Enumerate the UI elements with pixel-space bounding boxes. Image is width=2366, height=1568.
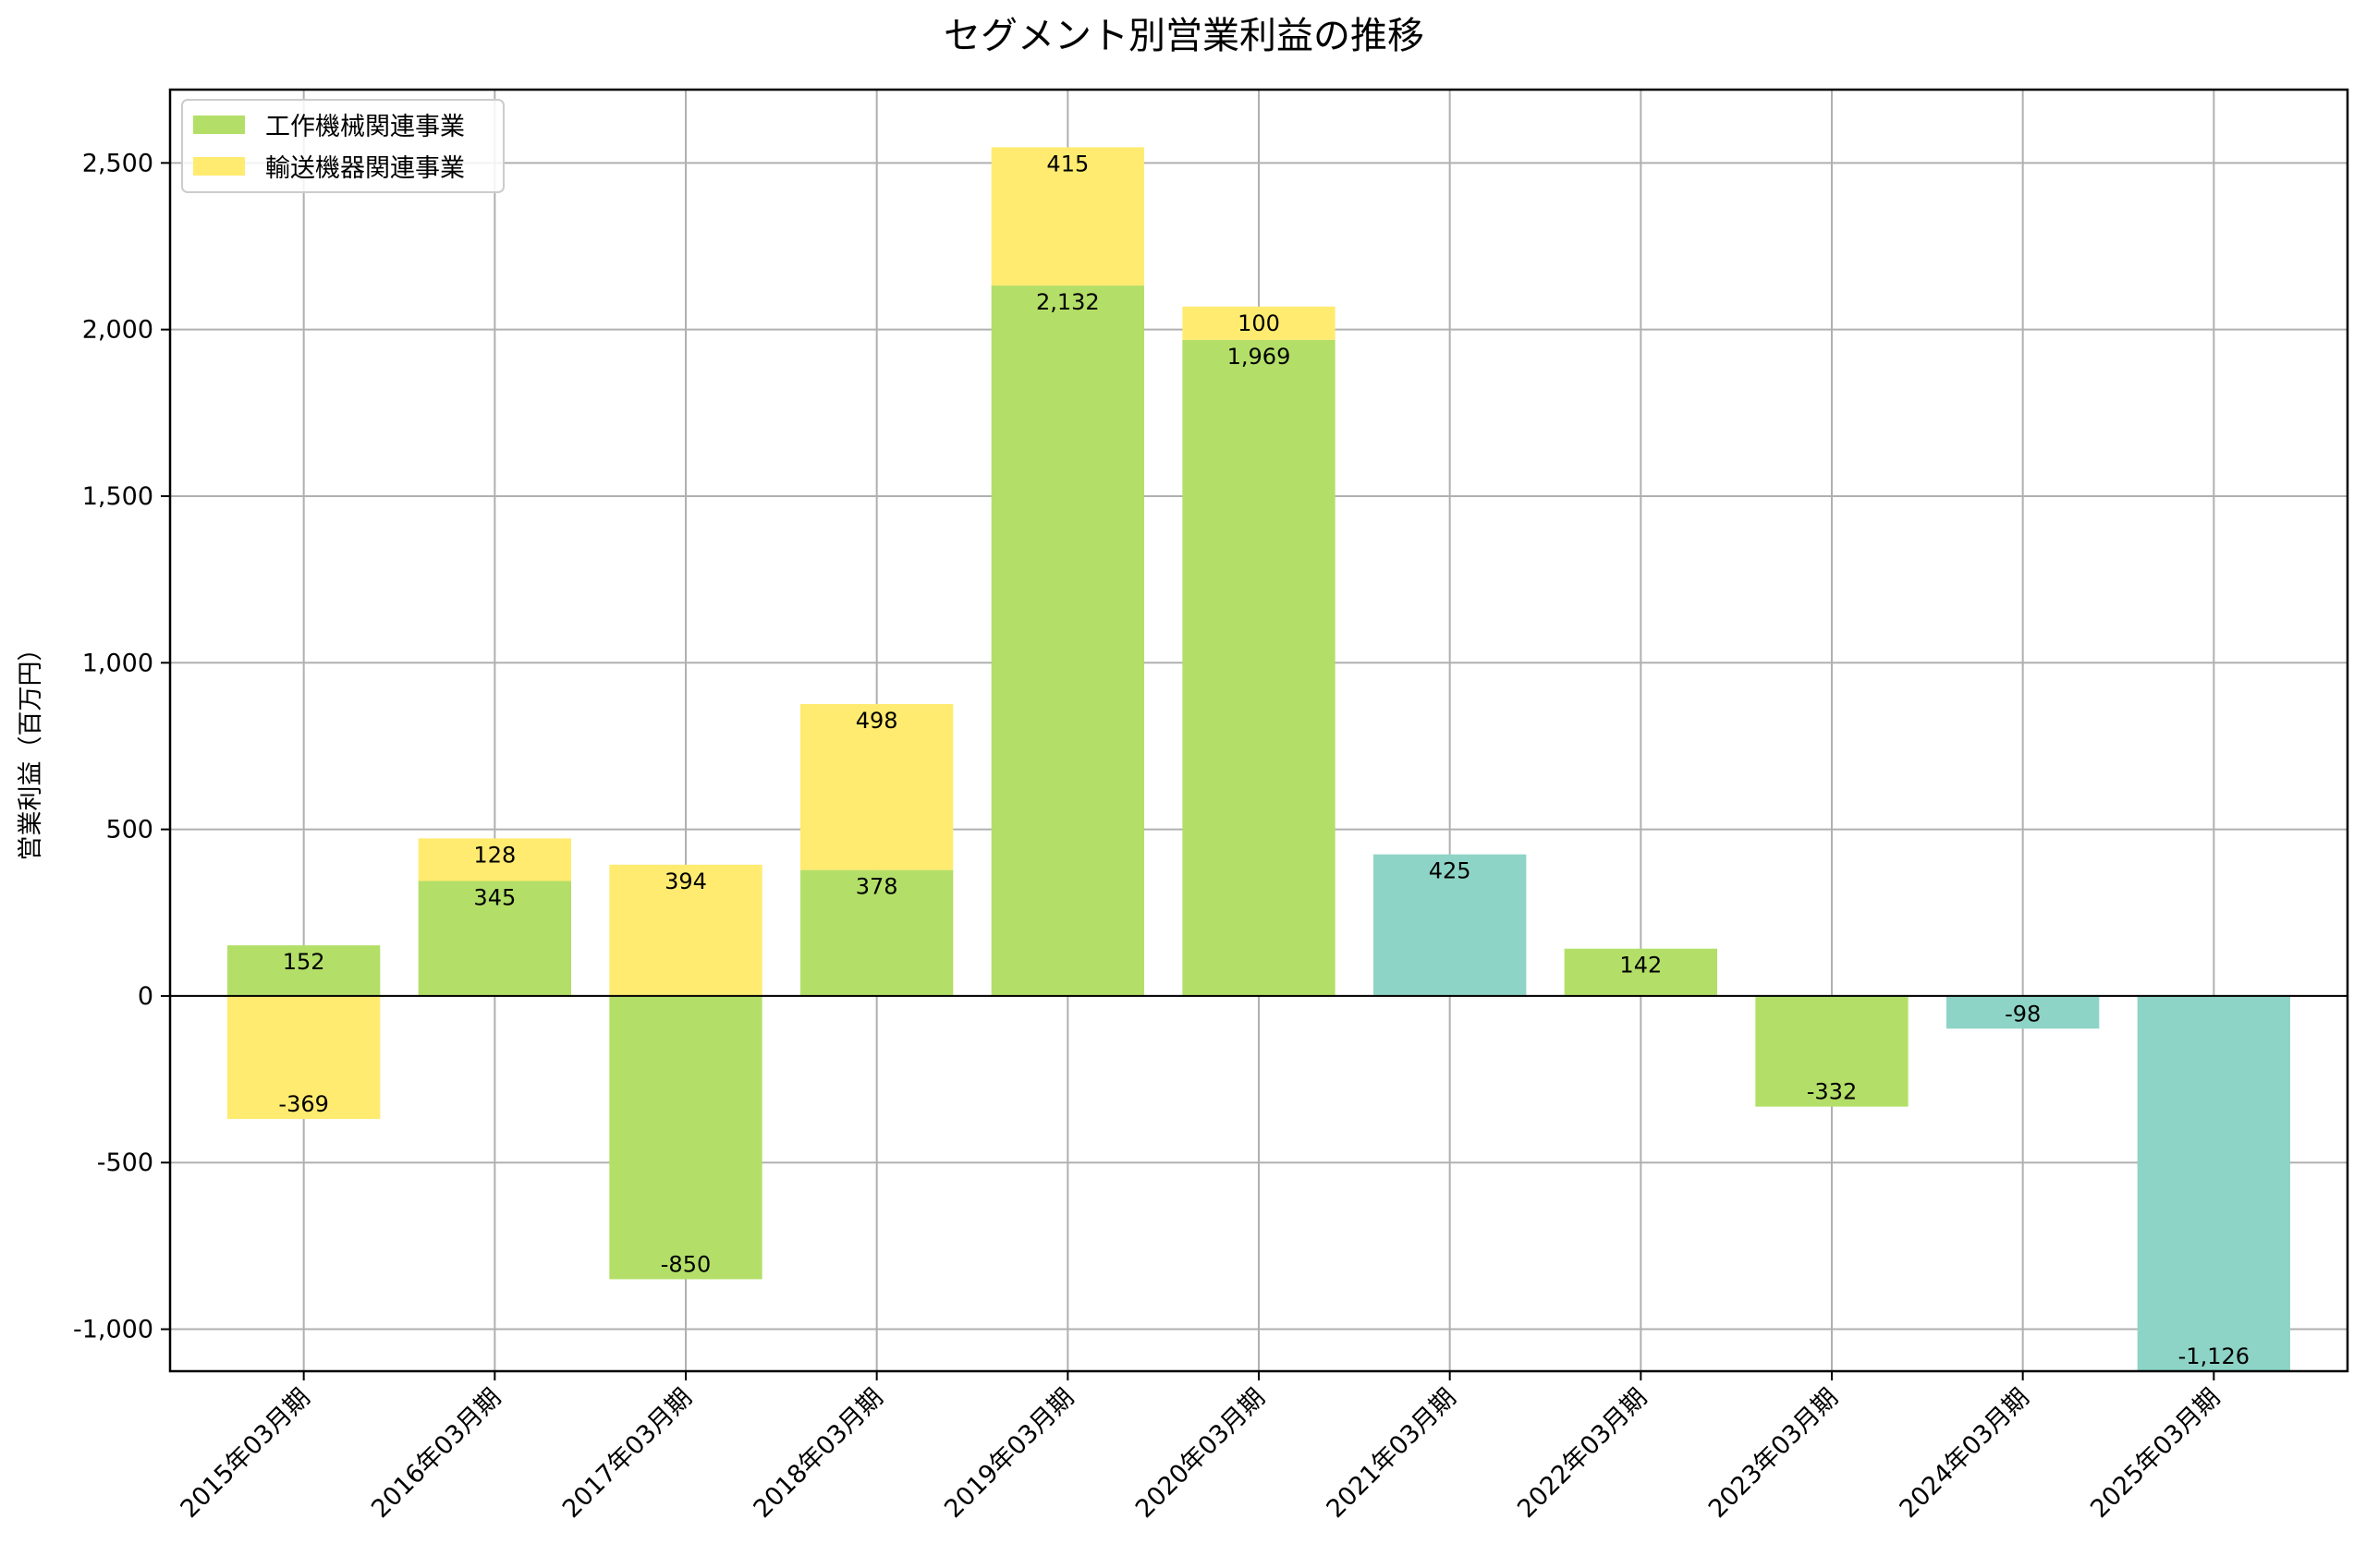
bar xyxy=(1564,948,1717,996)
bar xyxy=(418,881,571,996)
bar xyxy=(2137,995,2290,1371)
bar-labels: 152 345 -850 378 2,132 1,969 142 -332 -369 128 394… xyxy=(278,151,2250,1369)
bar xyxy=(609,995,762,1280)
bar xyxy=(800,869,954,996)
data-label: 2,132 xyxy=(1036,289,1100,315)
bars xyxy=(227,147,2290,1371)
data-label: -1,126 xyxy=(2178,1343,2250,1369)
legend-box xyxy=(181,99,505,193)
y-tick-label: 1,000 xyxy=(82,649,153,677)
data-label: 128 xyxy=(473,842,516,868)
data-label: -98 xyxy=(2005,1001,2041,1027)
y-tick-label: 2,000 xyxy=(82,316,153,345)
y-tick-label: 1,500 xyxy=(82,482,153,511)
legend-label: 工作機械関連事業 xyxy=(265,113,465,141)
y-tick-label: 2,500 xyxy=(82,149,153,177)
y-tick-label: -1,000 xyxy=(73,1316,153,1344)
y-tick-label: -500 xyxy=(97,1149,153,1177)
data-label: 378 xyxy=(856,874,898,900)
bar xyxy=(1946,995,2100,1029)
bar xyxy=(991,147,1144,286)
legend-label: 輸送機器関連事業 xyxy=(265,154,465,183)
bar xyxy=(609,864,762,996)
bar xyxy=(1182,339,1335,996)
data-label: 345 xyxy=(473,885,516,911)
data-label: 425 xyxy=(1429,858,1471,884)
y-tick-label: 0 xyxy=(138,982,153,1011)
bar xyxy=(227,995,381,1119)
bar xyxy=(227,945,381,996)
data-label: -332 xyxy=(1807,1079,1857,1105)
bar xyxy=(418,838,571,881)
data-label: 142 xyxy=(1619,953,1662,978)
data-label: 498 xyxy=(856,708,898,734)
bar xyxy=(1755,995,1909,1107)
bar xyxy=(1373,854,1527,996)
y-tick-label: 500 xyxy=(105,816,153,845)
legend-swatch xyxy=(193,157,245,176)
y-axis-label: 営業利益（百万円） xyxy=(17,637,45,861)
data-label: 1,969 xyxy=(1227,344,1291,370)
bar xyxy=(800,704,954,870)
bar xyxy=(1182,306,1335,340)
bar xyxy=(991,286,1144,996)
data-label: 415 xyxy=(1046,151,1089,176)
data-label: 152 xyxy=(283,949,325,975)
data-label: -850 xyxy=(661,1251,711,1277)
data-label: -369 xyxy=(278,1091,328,1117)
data-label: 100 xyxy=(1238,310,1280,336)
legend-swatch xyxy=(193,115,245,134)
chart-title: セグメント別営業利益の推移 xyxy=(944,15,1424,57)
data-label: 394 xyxy=(665,869,707,894)
